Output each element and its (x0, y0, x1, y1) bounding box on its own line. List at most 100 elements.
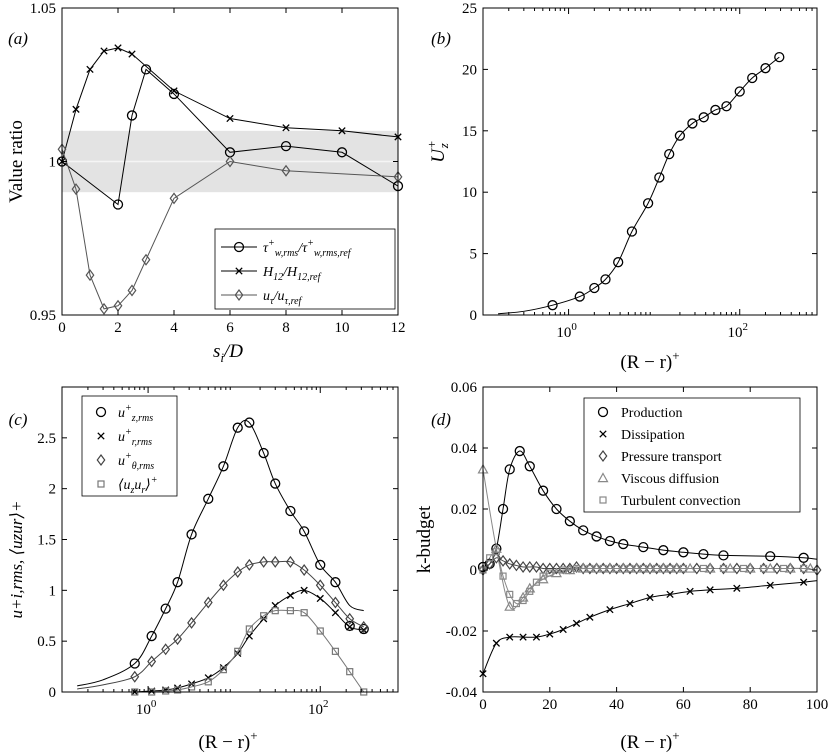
data-point-circle (172, 577, 183, 588)
data-point-diamond (203, 596, 213, 609)
legend-marker-diamond (96, 453, 106, 467)
data-point-triangle (704, 562, 716, 573)
data-point-circle (698, 112, 709, 123)
y-tick-label: 0 (49, 685, 57, 701)
data-point-diamond (173, 633, 183, 646)
data-point-square (331, 647, 340, 655)
y-tick-label: 1 (49, 583, 57, 599)
data-point-x (316, 594, 324, 603)
data-point-diamond (552, 562, 561, 575)
data-point-triangle (550, 567, 562, 578)
data-point-square (653, 564, 661, 573)
panel-label-b: (b) (431, 29, 451, 48)
series-line-circle (77, 419, 364, 687)
data-point-circle (514, 445, 525, 457)
data-point-diamond (692, 562, 702, 575)
legend-entry: H12/H12,ref (262, 265, 322, 283)
data-point-x (100, 47, 108, 55)
data-point-diamond (330, 596, 340, 609)
data-point-x (300, 586, 308, 594)
data-point-circle (218, 461, 229, 472)
data-point-x (234, 649, 242, 658)
data-point-triangle (784, 562, 796, 573)
data-point-circle (270, 478, 281, 489)
y-tick-label: 0.5 (37, 634, 56, 650)
data-point-triangle (504, 600, 516, 611)
data-point-circle (774, 51, 785, 63)
panel-d: 0 20 40 60 80 100 -0.04 -0.02 0 0.02 0.04 0.06(d) (R… (414, 380, 828, 753)
data-point-square (286, 607, 295, 615)
data-point-circle (626, 226, 638, 237)
data-point-diamond (187, 616, 197, 629)
y-tick-label: 1 (49, 155, 57, 171)
y-tick-label: 5 (470, 247, 478, 263)
data-point-square (162, 687, 170, 695)
legend-entry: Viscous diffusion (621, 472, 719, 487)
data-point-diamond (270, 555, 280, 568)
data-point-circle (146, 630, 157, 642)
data-point-circle (698, 548, 709, 560)
y-axis-label: u+i,rms, ⟨uzur⟩+ (7, 501, 26, 619)
data-point-circle (589, 282, 600, 294)
data-point-diamond (485, 557, 495, 570)
data-point-circle (658, 545, 669, 556)
data-point-triangle (744, 562, 756, 573)
data-point-circle (654, 172, 665, 183)
data-point-circle (678, 547, 689, 558)
data-point-diamond (498, 554, 508, 567)
data-point-circle (186, 529, 197, 540)
legend-marker-x (97, 432, 105, 440)
data-point-x (586, 613, 594, 621)
data-point-diamond (281, 164, 291, 177)
data-point-diamond (525, 560, 535, 573)
data-point-square (539, 572, 547, 580)
data-point-circle (112, 199, 124, 210)
data-point-triangle (604, 562, 616, 573)
x-tick-label: 20 (542, 697, 557, 713)
legend-entry: u+θ,rms (118, 451, 154, 472)
data-point-diamond (147, 655, 157, 668)
data-point-circle (232, 422, 243, 433)
data-point-square (486, 554, 494, 562)
legend-entry: uτ/uτ,ref (263, 289, 303, 307)
data-point-x (226, 114, 234, 123)
legend-entry: Pressure transport (621, 450, 722, 465)
legend-marker-square (599, 496, 607, 504)
data-point-square (666, 564, 674, 573)
legend-entry: τ+w,rms/τ+w,rms,ref (263, 238, 352, 259)
legend-entry: Production (621, 406, 682, 421)
data-point-circle (674, 130, 686, 141)
x-tick-label: 80 (743, 697, 758, 713)
data-point-triangle (577, 562, 589, 573)
data-point-x (706, 586, 714, 594)
data-point-x (766, 581, 774, 589)
data-point-x (626, 599, 634, 608)
data-point-square (639, 564, 647, 573)
data-point-circle (798, 552, 809, 563)
data-point-diamond (299, 563, 309, 577)
x-tick-label: 100 (806, 697, 829, 713)
x-axis-label: si/D (213, 341, 243, 365)
data-point-circle (203, 493, 214, 504)
panel-a: 0 2 4 6 8 10 12 0.95 1 1.05(a) si/D Value ratio τ+w,… (6, 1, 406, 365)
x-tick-label: 60 (676, 697, 691, 713)
data-point-x (72, 105, 80, 113)
data-point-x (338, 127, 346, 135)
y-tick-label: 10 (462, 185, 477, 201)
y-axis-label: k-budget (414, 505, 435, 573)
data-point-diamond (71, 183, 81, 196)
data-point-triangle (644, 562, 656, 573)
data-point-x (219, 663, 228, 672)
data-point-circle (299, 526, 310, 537)
panel-c: 100 102 0 0.5 1 1.5 2 2.5 (c) (R − r)+ u+i,rms, ⟨u… (7, 386, 399, 753)
series-line-square (134, 609, 365, 692)
data-point-diamond (672, 562, 682, 575)
x-tick-label: 40 (609, 697, 624, 713)
data-point-circle (747, 72, 758, 84)
y-axis-label: U+z (424, 140, 451, 163)
data-point-triangle (671, 562, 683, 573)
data-point-triangle (804, 562, 816, 573)
data-point-circle (126, 110, 138, 121)
data-point-circle (129, 658, 140, 669)
data-point-x (546, 630, 554, 638)
